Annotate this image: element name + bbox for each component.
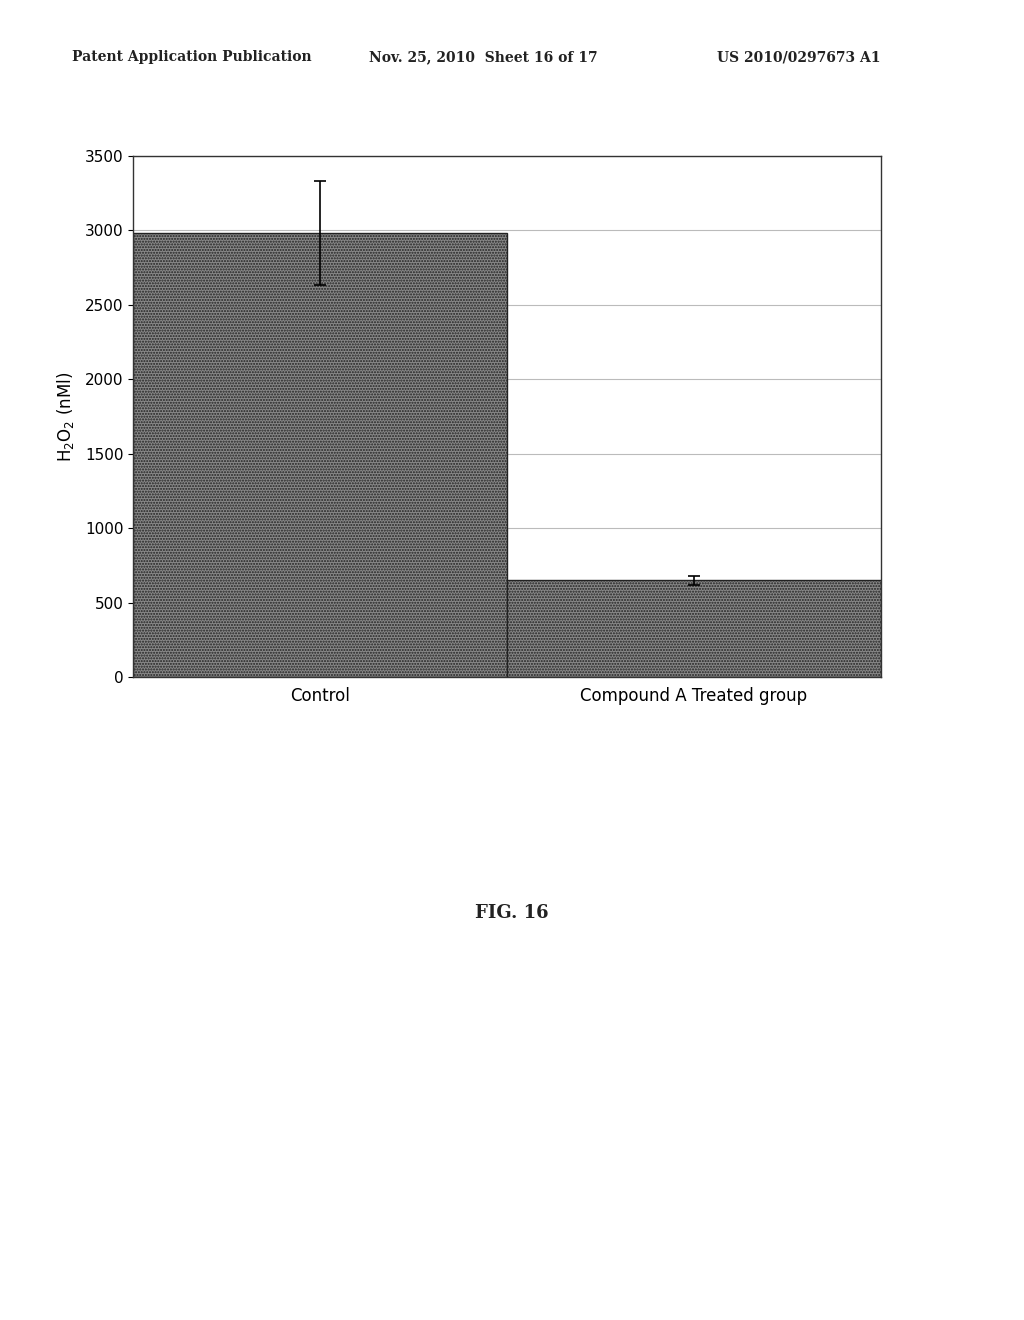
Text: FIG. 16: FIG. 16 (475, 904, 549, 923)
Bar (507, 581, 881, 677)
Text: US 2010/0297673 A1: US 2010/0297673 A1 (717, 50, 881, 65)
Y-axis label: H$_2$O$_2$ (nMl): H$_2$O$_2$ (nMl) (55, 371, 77, 462)
Bar (133, 234, 507, 677)
Text: Patent Application Publication: Patent Application Publication (72, 50, 311, 65)
Text: Nov. 25, 2010  Sheet 16 of 17: Nov. 25, 2010 Sheet 16 of 17 (369, 50, 597, 65)
